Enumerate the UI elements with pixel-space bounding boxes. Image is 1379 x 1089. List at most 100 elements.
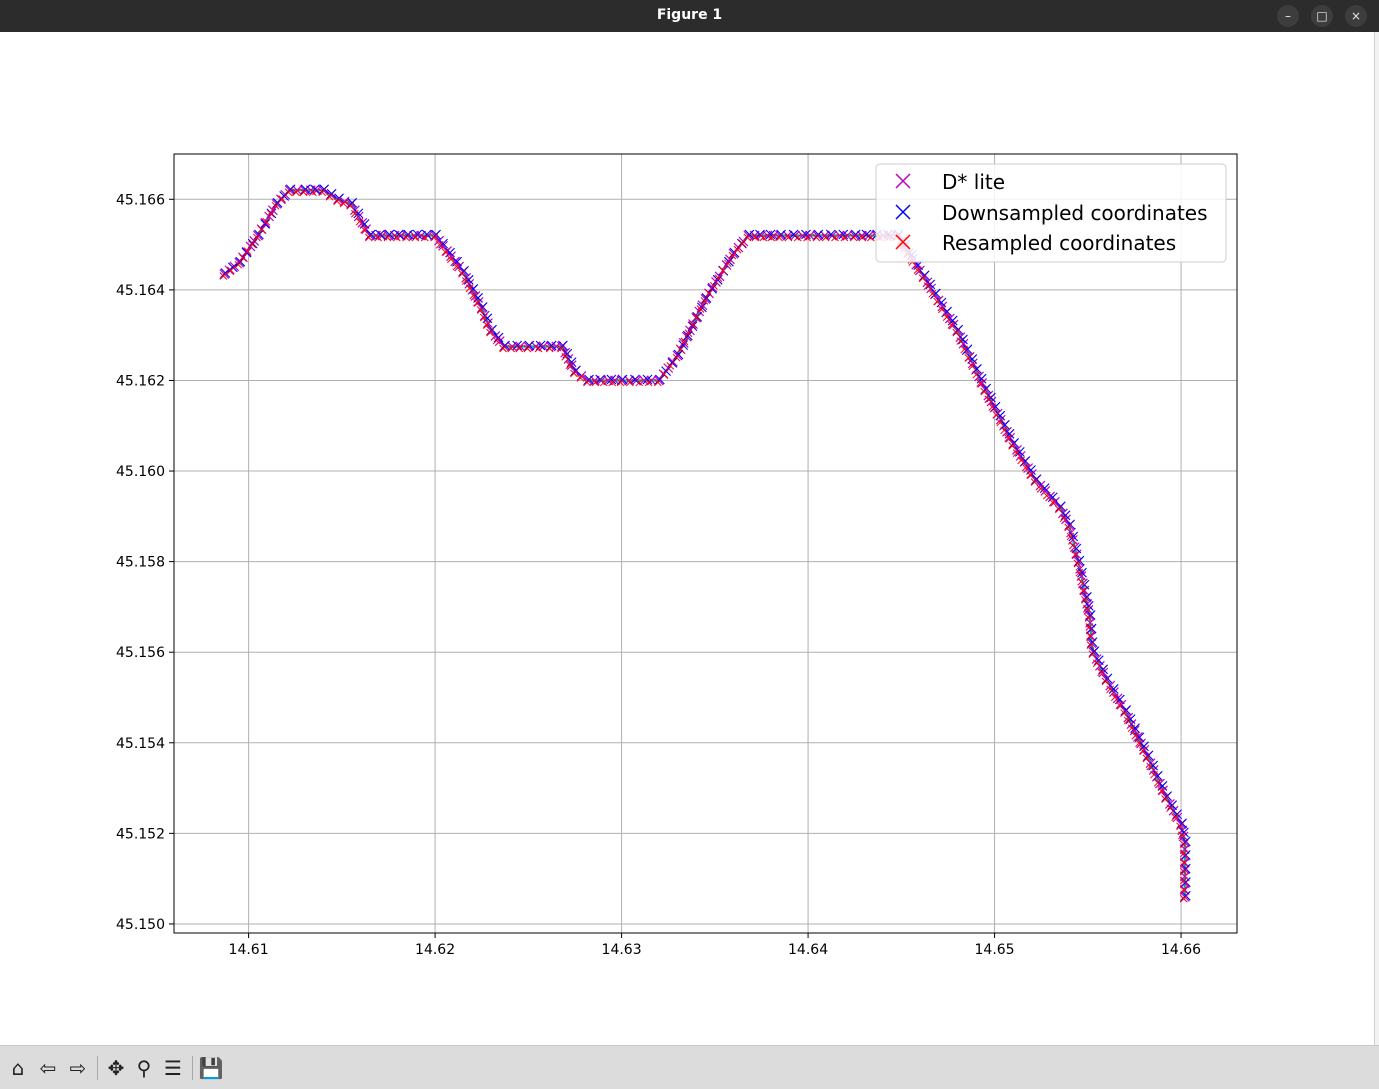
zoom-button[interactable]: ⚲ (130, 1054, 158, 1082)
resampled-point (988, 403, 997, 411)
resampled-point (1054, 505, 1063, 514)
resampled-point (534, 344, 543, 353)
resampled-point (942, 313, 951, 321)
downsampled-point (353, 208, 364, 219)
x-tick-label: 14.62 (415, 942, 455, 958)
resampled-point (1179, 894, 1188, 903)
downsampled-point (1152, 770, 1163, 781)
resampled-point (545, 344, 554, 353)
downsampled-point (365, 229, 376, 240)
resampled-point (318, 188, 327, 197)
downsampled-point (765, 229, 776, 240)
resampled-point (465, 284, 474, 293)
downsampled-point (524, 340, 535, 351)
resampled-point (583, 378, 591, 387)
resampled-point (1127, 724, 1136, 733)
downsampled-point (707, 283, 717, 294)
resampled-point (479, 313, 488, 322)
downsampled-point (375, 229, 386, 240)
downsampled-point (459, 265, 469, 276)
downsampled-point (412, 229, 423, 240)
resampled-point (392, 233, 401, 242)
resampled-point (339, 199, 348, 208)
resampled-point (515, 344, 524, 353)
configure-subplots-button[interactable]: ☰ (159, 1054, 187, 1082)
forward-button[interactable]: ⇨ (64, 1054, 92, 1082)
y-tick-label: 45.154 (116, 736, 165, 752)
resampled-point (507, 344, 516, 353)
downsampled-point (1121, 705, 1131, 715)
dstar-point (805, 230, 815, 241)
resampled-point (700, 297, 709, 305)
downsampled-point (558, 340, 568, 351)
downsampled-point (958, 334, 968, 345)
downsampled-point (667, 357, 678, 368)
dstar-point (538, 341, 549, 352)
dstar-point (1098, 667, 1109, 678)
resampled-point (1166, 804, 1174, 813)
configure-subplots-icon: ☰ (164, 1056, 182, 1080)
resampled-point (1071, 550, 1080, 559)
resampled-point (1179, 885, 1188, 894)
resampled-point (696, 305, 705, 313)
save-button[interactable]: 💾 (197, 1054, 225, 1082)
navigation-toolbar: ⌂ ⇦ ⇨ ✥ ⚲ ☰ 💾 (0, 1045, 1379, 1089)
y-tick-label: 45.162 (116, 373, 165, 389)
resampled-point (723, 259, 732, 268)
dstar-point (1023, 463, 1034, 473)
downsampled-point (682, 330, 693, 341)
resampled-point (938, 305, 946, 314)
resampled-point (473, 298, 481, 307)
resampled-point (1008, 442, 1017, 450)
downsampled-point (421, 229, 432, 240)
x-tick-label: 14.63 (602, 942, 642, 958)
axis-ticks: 14.61 14.62 14.63 14.64 14.65 14.66 45.150 45.1… (116, 192, 1201, 958)
resampled-point (1012, 449, 1021, 457)
downsampled-point (813, 229, 824, 240)
resampled-point (714, 274, 723, 283)
maximize-button[interactable]: □ (1311, 5, 1333, 27)
title-bar: Figure 1 – □ × (0, 0, 1379, 32)
resampled-point (608, 378, 617, 387)
resampled-point (492, 336, 501, 345)
resampled-point (803, 233, 811, 242)
downsampled-point (701, 293, 712, 303)
resampled-point (831, 233, 839, 242)
resampled-point (956, 337, 965, 345)
resampled-point (447, 255, 455, 264)
resampled-point (576, 374, 585, 382)
pan-button[interactable]: ✥ (102, 1054, 130, 1082)
downsampled-point (1130, 723, 1140, 734)
legend: D* lite Downsampled coordinates Resample… (875, 163, 1227, 263)
resampled-point (1131, 731, 1140, 740)
resampled-point (968, 362, 977, 371)
resampled-point (1042, 491, 1051, 500)
legend-marker-dstar (895, 173, 911, 189)
window-edge (1374, 32, 1379, 1045)
dstar-point (1158, 785, 1168, 796)
back-button[interactable]: ⇦ (34, 1054, 62, 1082)
resampled-point (430, 233, 438, 242)
resampled-point (309, 188, 317, 197)
downsampled-point (1180, 863, 1191, 874)
resampled-point (821, 233, 830, 242)
resampled-point (972, 370, 981, 379)
resampled-point (1085, 623, 1094, 631)
downsampled-point (334, 193, 345, 204)
home-button[interactable]: ⌂ (4, 1054, 32, 1082)
downsampled-point (431, 229, 441, 240)
home-icon: ⌂ (11, 1056, 25, 1080)
resampled-point (680, 337, 689, 346)
downsampled-point (584, 374, 594, 385)
dstar-point (842, 230, 853, 241)
dstar-point (1172, 812, 1183, 823)
downsampled-point (1089, 646, 1100, 657)
dstar-point (434, 235, 445, 246)
resampled-point (267, 209, 275, 218)
downsampled-point (347, 197, 358, 208)
resampled-point (278, 195, 286, 203)
close-button[interactable]: × (1345, 5, 1367, 27)
resampled-point (1179, 858, 1188, 867)
resampled-point (411, 233, 420, 242)
minimize-button[interactable]: – (1277, 5, 1299, 27)
